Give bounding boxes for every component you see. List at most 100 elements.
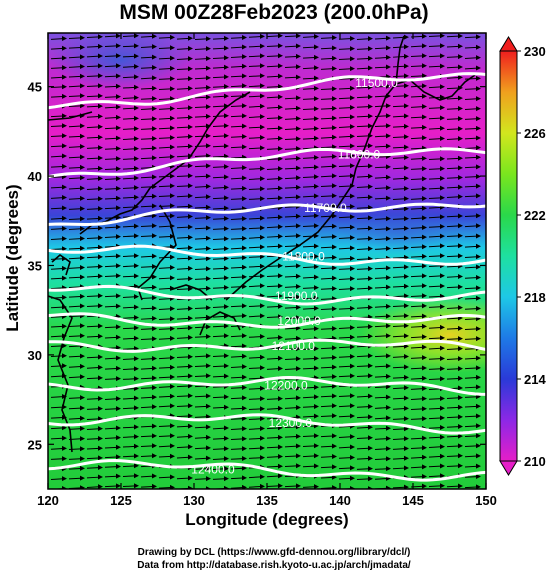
wind-arrow-head [242, 313, 247, 319]
wind-arrow-head [314, 243, 319, 249]
wind-arrow-head [332, 433, 337, 439]
wind-arrow-head [170, 443, 175, 449]
wind-arrow-head [62, 476, 67, 482]
wind-arrow-head [260, 73, 265, 79]
wind-arrow-head [224, 133, 229, 139]
wind-arrow-head [62, 323, 67, 329]
wind-arrow-head [188, 46, 193, 52]
colorbar-tick-label: 226 [524, 126, 546, 141]
wind-arrow-head [224, 205, 229, 211]
wind-arrow-head [62, 74, 67, 80]
wind-arrow-head [224, 304, 229, 310]
wind-arrow-head [98, 34, 103, 40]
wind-arrow-head [422, 104, 427, 110]
wind-arrow-head [152, 404, 157, 410]
wind-arrow-head [278, 273, 283, 279]
colorbar-tick-label: 230 [524, 44, 546, 59]
wind-arrow-head [80, 175, 85, 181]
wind-arrow-head [422, 215, 427, 221]
wind-arrow-head [206, 65, 211, 71]
wind-arrow-head [188, 85, 193, 91]
x-axis-ticks: 120 125 130 135 140 145 150 [37, 33, 497, 508]
wind-arrow-head [386, 425, 391, 431]
x-tick-label: 135 [256, 493, 278, 508]
wind-arrow-head [80, 93, 85, 99]
wind-arrow-head [476, 125, 481, 131]
wind-arrow-head [476, 145, 481, 151]
wind-arrow-head [242, 436, 247, 442]
wind-arrow-head [116, 185, 121, 191]
wind-arrow-head [170, 144, 175, 150]
wind-arrow-head [242, 83, 247, 89]
wind-arrow-head [260, 103, 265, 109]
wind-arrow-head [422, 473, 427, 479]
wind-arrow-head [170, 96, 175, 102]
wind-arrow-head [206, 194, 211, 200]
wind-arrow-head [350, 344, 355, 350]
wind-arrow-head [296, 414, 301, 420]
wind-arrow-head [170, 115, 175, 121]
wind-arrow-head [188, 173, 193, 179]
wind-arrow-head [134, 204, 139, 210]
wind-arrow-head [476, 65, 481, 71]
wind-arrow-head [116, 43, 121, 49]
wind-arrow-head [314, 365, 319, 371]
wind-arrow-head [242, 103, 247, 109]
wind-arrow-head [98, 333, 103, 339]
wind-arrow-head [242, 123, 247, 129]
wind-arrow-head [62, 363, 67, 369]
wind-arrow-head [80, 485, 85, 489]
wind-arrow-head [98, 186, 103, 192]
wind-arrow-head [152, 284, 157, 290]
wind-arrow-head [440, 324, 445, 330]
wind-arrow-head [350, 66, 355, 72]
wind-arrow-head [224, 456, 229, 462]
wind-arrow-head [332, 374, 337, 380]
wind-arrow-head [350, 373, 355, 379]
wind-arrow-head [314, 394, 319, 400]
wind-arrow-head [386, 313, 391, 319]
wind-arrow-head [80, 164, 85, 170]
wind-arrow-head [170, 453, 175, 459]
wind-arrow-head [80, 103, 85, 109]
wind-arrow-head [80, 216, 85, 222]
wind-arrow-head [440, 233, 445, 239]
wind-arrow-head [80, 374, 85, 380]
wind-arrow-head [188, 124, 193, 130]
wind-arrow-head [278, 195, 283, 201]
wind-arrow-head [350, 193, 355, 199]
wind-arrow-head [314, 155, 319, 161]
wind-arrow-head [350, 454, 355, 460]
wind-arrow-head [404, 354, 409, 360]
wind-arrow-head [188, 56, 193, 62]
wind-arrow-head [80, 363, 85, 369]
wind-arrow-head [134, 185, 139, 191]
wind-arrow-head [98, 474, 103, 480]
wind-arrow-head [170, 364, 175, 370]
wind-arrow-head [386, 363, 391, 369]
wind-arrow-head [386, 436, 391, 442]
wind-arrow-head [440, 195, 445, 201]
wind-arrow-head [170, 433, 175, 439]
wind-arrow-head [224, 485, 229, 489]
wind-arrow-head [98, 134, 103, 140]
wind-arrow-head [98, 406, 103, 412]
wind-arrow-head [134, 345, 139, 351]
wind-arrow-head [116, 224, 121, 230]
wind-arrow-head [458, 64, 463, 70]
wind-arrow-head [242, 185, 247, 191]
wind-arrow-head [116, 234, 121, 240]
wind-arrow-head [422, 483, 427, 489]
wind-arrow-head [476, 106, 481, 112]
wind-arrow-head [314, 264, 319, 270]
wind-arrow-head [314, 384, 319, 390]
wind-arrow-head [188, 163, 193, 169]
wind-arrow-head [350, 334, 355, 340]
wind-arrow-head [278, 185, 283, 191]
wind-arrow-head [80, 73, 85, 79]
wind-arrow-head [404, 175, 409, 181]
wind-arrow-head [314, 316, 319, 322]
wind-arrow-head [134, 405, 139, 411]
wind-arrow-head [404, 186, 409, 192]
wind-arrow-head [242, 395, 247, 401]
